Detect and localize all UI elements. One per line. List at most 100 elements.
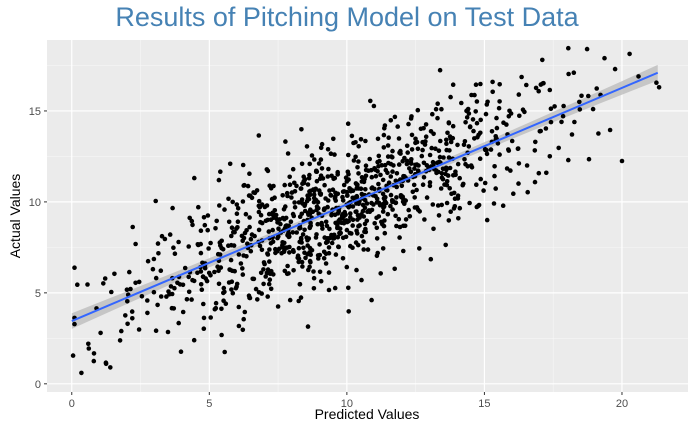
- data-point: [440, 176, 446, 182]
- data-point: [333, 198, 339, 203]
- data-point: [226, 196, 231, 202]
- data-point: [403, 217, 409, 222]
- data-point: [222, 349, 227, 355]
- data-point: [457, 205, 463, 211]
- data-point: [315, 199, 321, 205]
- data-point: [483, 111, 489, 117]
- data-point: [627, 51, 632, 57]
- data-point: [348, 243, 353, 249]
- data-point: [356, 159, 361, 164]
- data-point: [301, 174, 307, 179]
- data-point: [178, 349, 184, 355]
- data-point: [428, 256, 434, 262]
- data-point: [264, 167, 270, 172]
- data-point: [461, 181, 466, 187]
- data-point: [302, 250, 307, 255]
- data-point: [410, 189, 416, 195]
- data-point: [374, 215, 379, 221]
- data-point: [378, 271, 384, 276]
- data-point: [437, 67, 443, 73]
- data-point: [492, 173, 497, 179]
- data-point: [431, 226, 436, 232]
- data-point: [70, 353, 76, 358]
- data-point: [444, 137, 449, 143]
- data-point: [258, 270, 264, 276]
- data-point: [429, 145, 435, 151]
- data-point: [333, 190, 338, 196]
- data-point: [548, 119, 554, 125]
- data-point: [326, 245, 332, 250]
- data-point: [171, 306, 177, 311]
- data-point: [205, 227, 210, 233]
- data-point: [270, 239, 276, 244]
- data-point: [296, 245, 302, 251]
- data-point: [287, 182, 293, 187]
- data-point: [125, 299, 130, 304]
- data-point: [275, 304, 281, 309]
- data-point: [463, 120, 468, 125]
- data-point: [413, 136, 418, 142]
- data-point: [240, 327, 246, 333]
- data-point: [414, 187, 419, 193]
- data-point: [91, 358, 97, 364]
- data-point: [396, 216, 402, 222]
- data-point: [314, 169, 320, 174]
- data-point: [561, 103, 566, 109]
- y-axis-title: Actual Values: [7, 174, 23, 259]
- data-point: [397, 235, 402, 240]
- data-point: [374, 196, 380, 202]
- data-point: [151, 289, 157, 295]
- data-point: [424, 195, 430, 200]
- data-point: [75, 282, 80, 288]
- data-point: [309, 153, 315, 158]
- data-point: [236, 252, 242, 257]
- data-point: [302, 227, 307, 233]
- data-point: [336, 244, 341, 249]
- data-point: [226, 219, 232, 225]
- data-point: [381, 132, 387, 138]
- data-point: [423, 122, 429, 127]
- data-point: [129, 309, 135, 314]
- data-point: [560, 113, 566, 119]
- data-point: [317, 252, 323, 258]
- data-point: [297, 226, 302, 231]
- data-point: [360, 202, 366, 208]
- data-point: [275, 220, 280, 225]
- data-point: [472, 92, 477, 98]
- data-point: [607, 127, 613, 133]
- data-point: [322, 182, 327, 188]
- data-point: [102, 276, 108, 281]
- data-point: [399, 194, 404, 200]
- data-point: [241, 235, 247, 241]
- data-point: [296, 298, 302, 304]
- data-point: [331, 176, 336, 182]
- data-point: [444, 200, 450, 206]
- trend-line: [71, 71, 659, 322]
- data-point: [382, 218, 387, 223]
- data-point: [280, 243, 285, 248]
- data-point: [326, 287, 332, 293]
- data-point: [364, 201, 370, 206]
- data-point: [228, 257, 234, 263]
- data-point: [524, 163, 530, 168]
- data-point: [355, 217, 360, 222]
- data-point: [235, 225, 240, 230]
- data-point: [380, 209, 386, 214]
- data-point: [468, 163, 474, 168]
- data-point: [417, 246, 422, 251]
- data-point: [205, 213, 211, 218]
- data-point: [346, 152, 351, 158]
- data-point: [264, 203, 270, 208]
- data-point: [448, 139, 454, 145]
- data-point: [390, 169, 395, 174]
- data-point: [353, 240, 359, 245]
- data-point: [103, 360, 109, 366]
- data-point: [330, 187, 336, 192]
- data-point: [386, 160, 391, 166]
- data-point: [155, 302, 160, 308]
- data-point: [306, 236, 312, 241]
- data-point: [270, 227, 276, 233]
- data-point: [216, 281, 222, 287]
- data-point: [412, 195, 418, 200]
- plot-panel: [47, 40, 688, 392]
